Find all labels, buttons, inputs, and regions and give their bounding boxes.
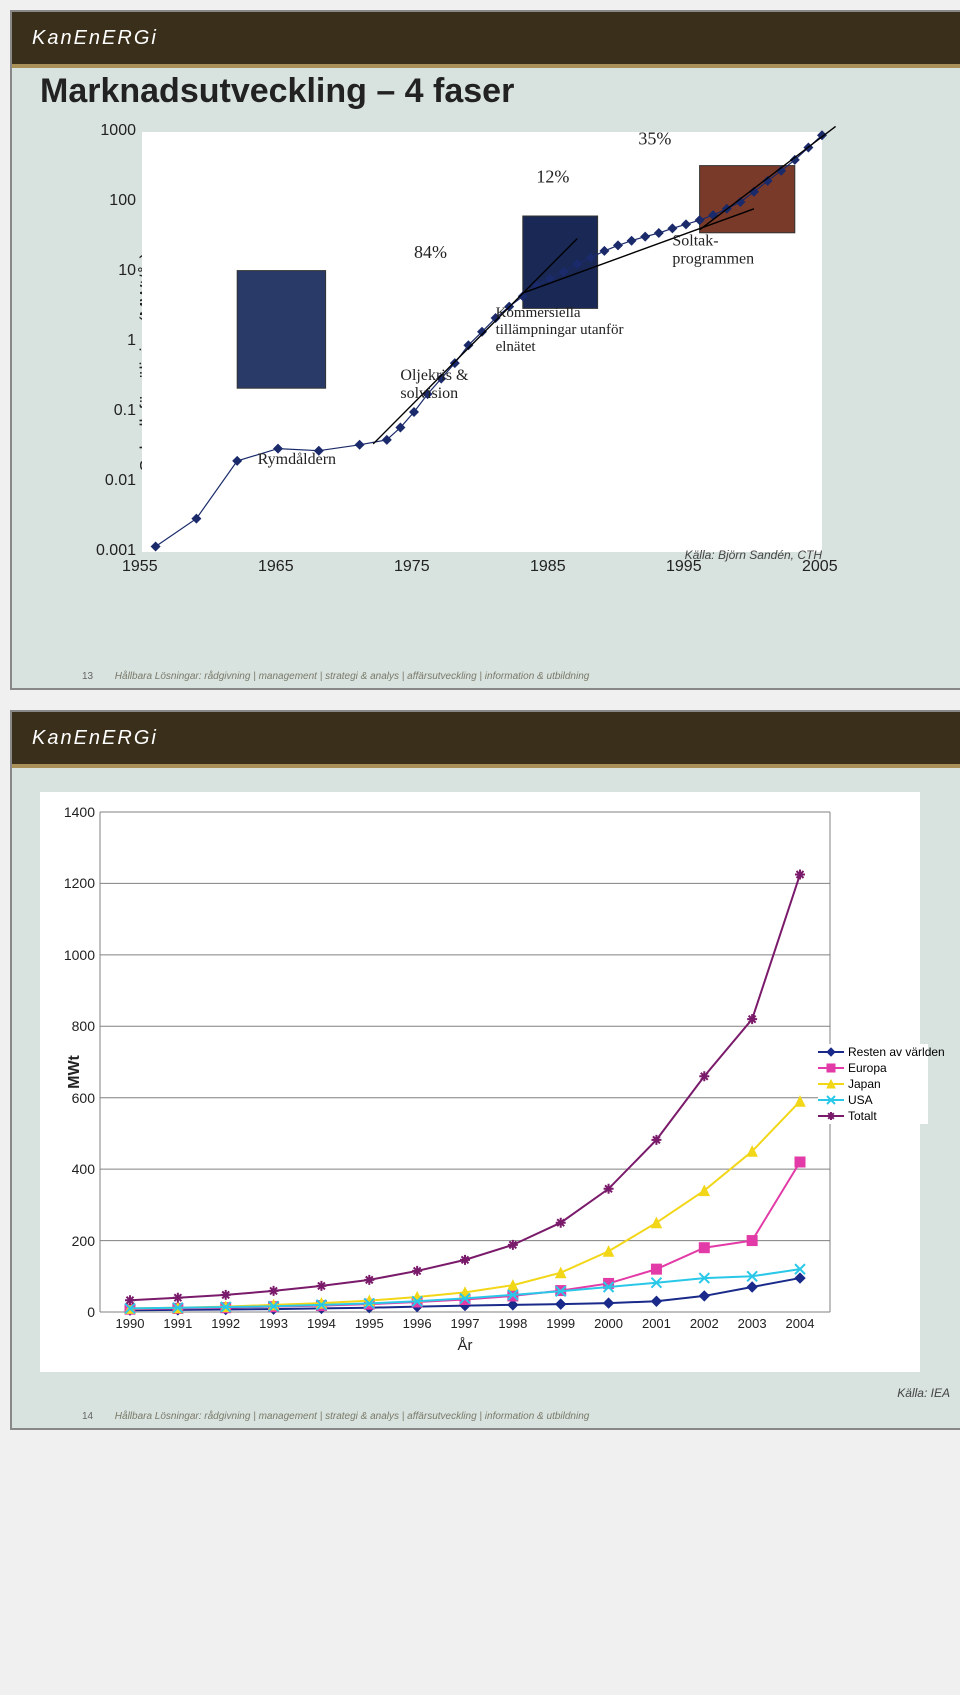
footer-text: Hållbara Lösningar: rådgivning | managem… [115,1411,590,1422]
svg-text:35%: 35% [638,129,671,149]
y-axis-label: MWt [66,1055,84,1089]
plot-area [100,812,830,1312]
footer: 13 Hållbara Lösningar: rådgivning | mana… [12,671,960,682]
y-tick: 400 [72,1161,95,1177]
x-tick: 2002 [690,1316,719,1331]
y-tick: 600 [72,1090,95,1106]
svg-text:Rymdåldern: Rymdåldern [258,451,336,468]
y-tick: 800 [72,1018,95,1034]
svg-text:elnätet: elnätet [496,339,537,355]
slide-title: Marknadsutveckling – 4 faser [40,72,960,111]
y-tick: 10 [118,262,136,280]
legend-label: Japan [848,1077,881,1091]
chart-cumulative: MWt År Kumulativt installerad effekt Res… [100,812,830,1312]
footer: 14 Hållbara Lösningar: rådgivning | mana… [12,1411,960,1422]
x-tick: 1965 [258,558,294,576]
x-tick: 1993 [259,1316,288,1331]
source-label: Källa: IEA [897,1386,950,1400]
legend-item: Totalt [818,1108,928,1124]
svg-text:Kommersiella: Kommersiella [496,305,581,321]
y-tick: 1000 [100,122,136,140]
plot-area: 35% 12% 84% Soltak-programmen Kommersiellati… [142,132,822,552]
y-tick: 0 [87,1304,95,1320]
x-tick: 1990 [116,1316,145,1331]
y-tick: 1200 [64,875,95,891]
slide-1: KanEnERGi Marknadsutveckling – 4 faser S… [10,10,960,690]
y-tick: 0.1 [114,402,136,420]
x-tick: 1997 [451,1316,480,1331]
x-tick: 1994 [307,1316,336,1331]
x-tick: 1995 [355,1316,384,1331]
x-tick: 2004 [786,1316,815,1331]
legend-item: USA [818,1092,928,1108]
svg-text:12%: 12% [536,166,569,186]
page-number: 14 [82,1411,112,1422]
legend-item: Japan [818,1076,928,1092]
page-number: 13 [82,671,112,682]
x-tick: 1975 [394,558,430,576]
y-tick: 100 [109,192,136,210]
logo-text: KanEnERGi [32,727,158,750]
x-tick: 1955 [122,558,158,576]
header-bar: KanEnERGi [12,712,960,768]
svg-text:solvision: solvision [400,385,458,402]
x-tick: 2001 [642,1316,671,1331]
x-tick: 1996 [403,1316,432,1331]
y-tick: 0.01 [105,472,136,490]
chart-cumulative-outer: MWt År Kumulativt installerad effekt Res… [40,792,920,1372]
chart-market-phases: Solcellsförsäljning (MWt/år) 35%12%84%So… [82,122,832,602]
x-tick: 2003 [738,1316,767,1331]
y-tick: 1400 [64,804,95,820]
y-tick: 1 [127,332,136,350]
y-tick: 200 [72,1233,95,1249]
x-tick: 1991 [163,1316,192,1331]
legend-label: Totalt [848,1109,877,1123]
legend-item: Resten av världen [818,1044,928,1060]
x-tick: 1998 [498,1316,527,1331]
legend: Resten av världenEuropa Japan USA Totalt [818,1044,928,1124]
x-tick: 2000 [594,1316,623,1331]
svg-text:Oljekris &: Oljekris & [400,367,469,384]
y-tick: 1000 [64,947,95,963]
svg-text:tillämpningar utanför: tillämpningar utanför [496,322,624,338]
x-tick: 1999 [546,1316,575,1331]
footer-text: Hållbara Lösningar: rådgivning | managem… [115,671,590,682]
logo-text: KanEnERGi [32,27,158,50]
header-bar: KanEnERGi [12,12,960,68]
legend-label: Resten av världen [848,1045,945,1059]
slide-2: KanEnERGi MWt År Kumulativt installerad … [10,710,960,1430]
source-label: Källa: Björn Sandén, CTH [685,548,822,562]
svg-text:84%: 84% [414,242,447,262]
x-tick: 1992 [211,1316,240,1331]
legend-item: Europa [818,1060,928,1076]
x-tick: 1985 [530,558,566,576]
x-axis-label: År [458,1337,473,1354]
legend-label: USA [848,1093,873,1107]
svg-text:Soltak-: Soltak- [672,232,718,249]
legend-label: Europa [848,1061,887,1075]
svg-text:programmen: programmen [672,250,754,267]
